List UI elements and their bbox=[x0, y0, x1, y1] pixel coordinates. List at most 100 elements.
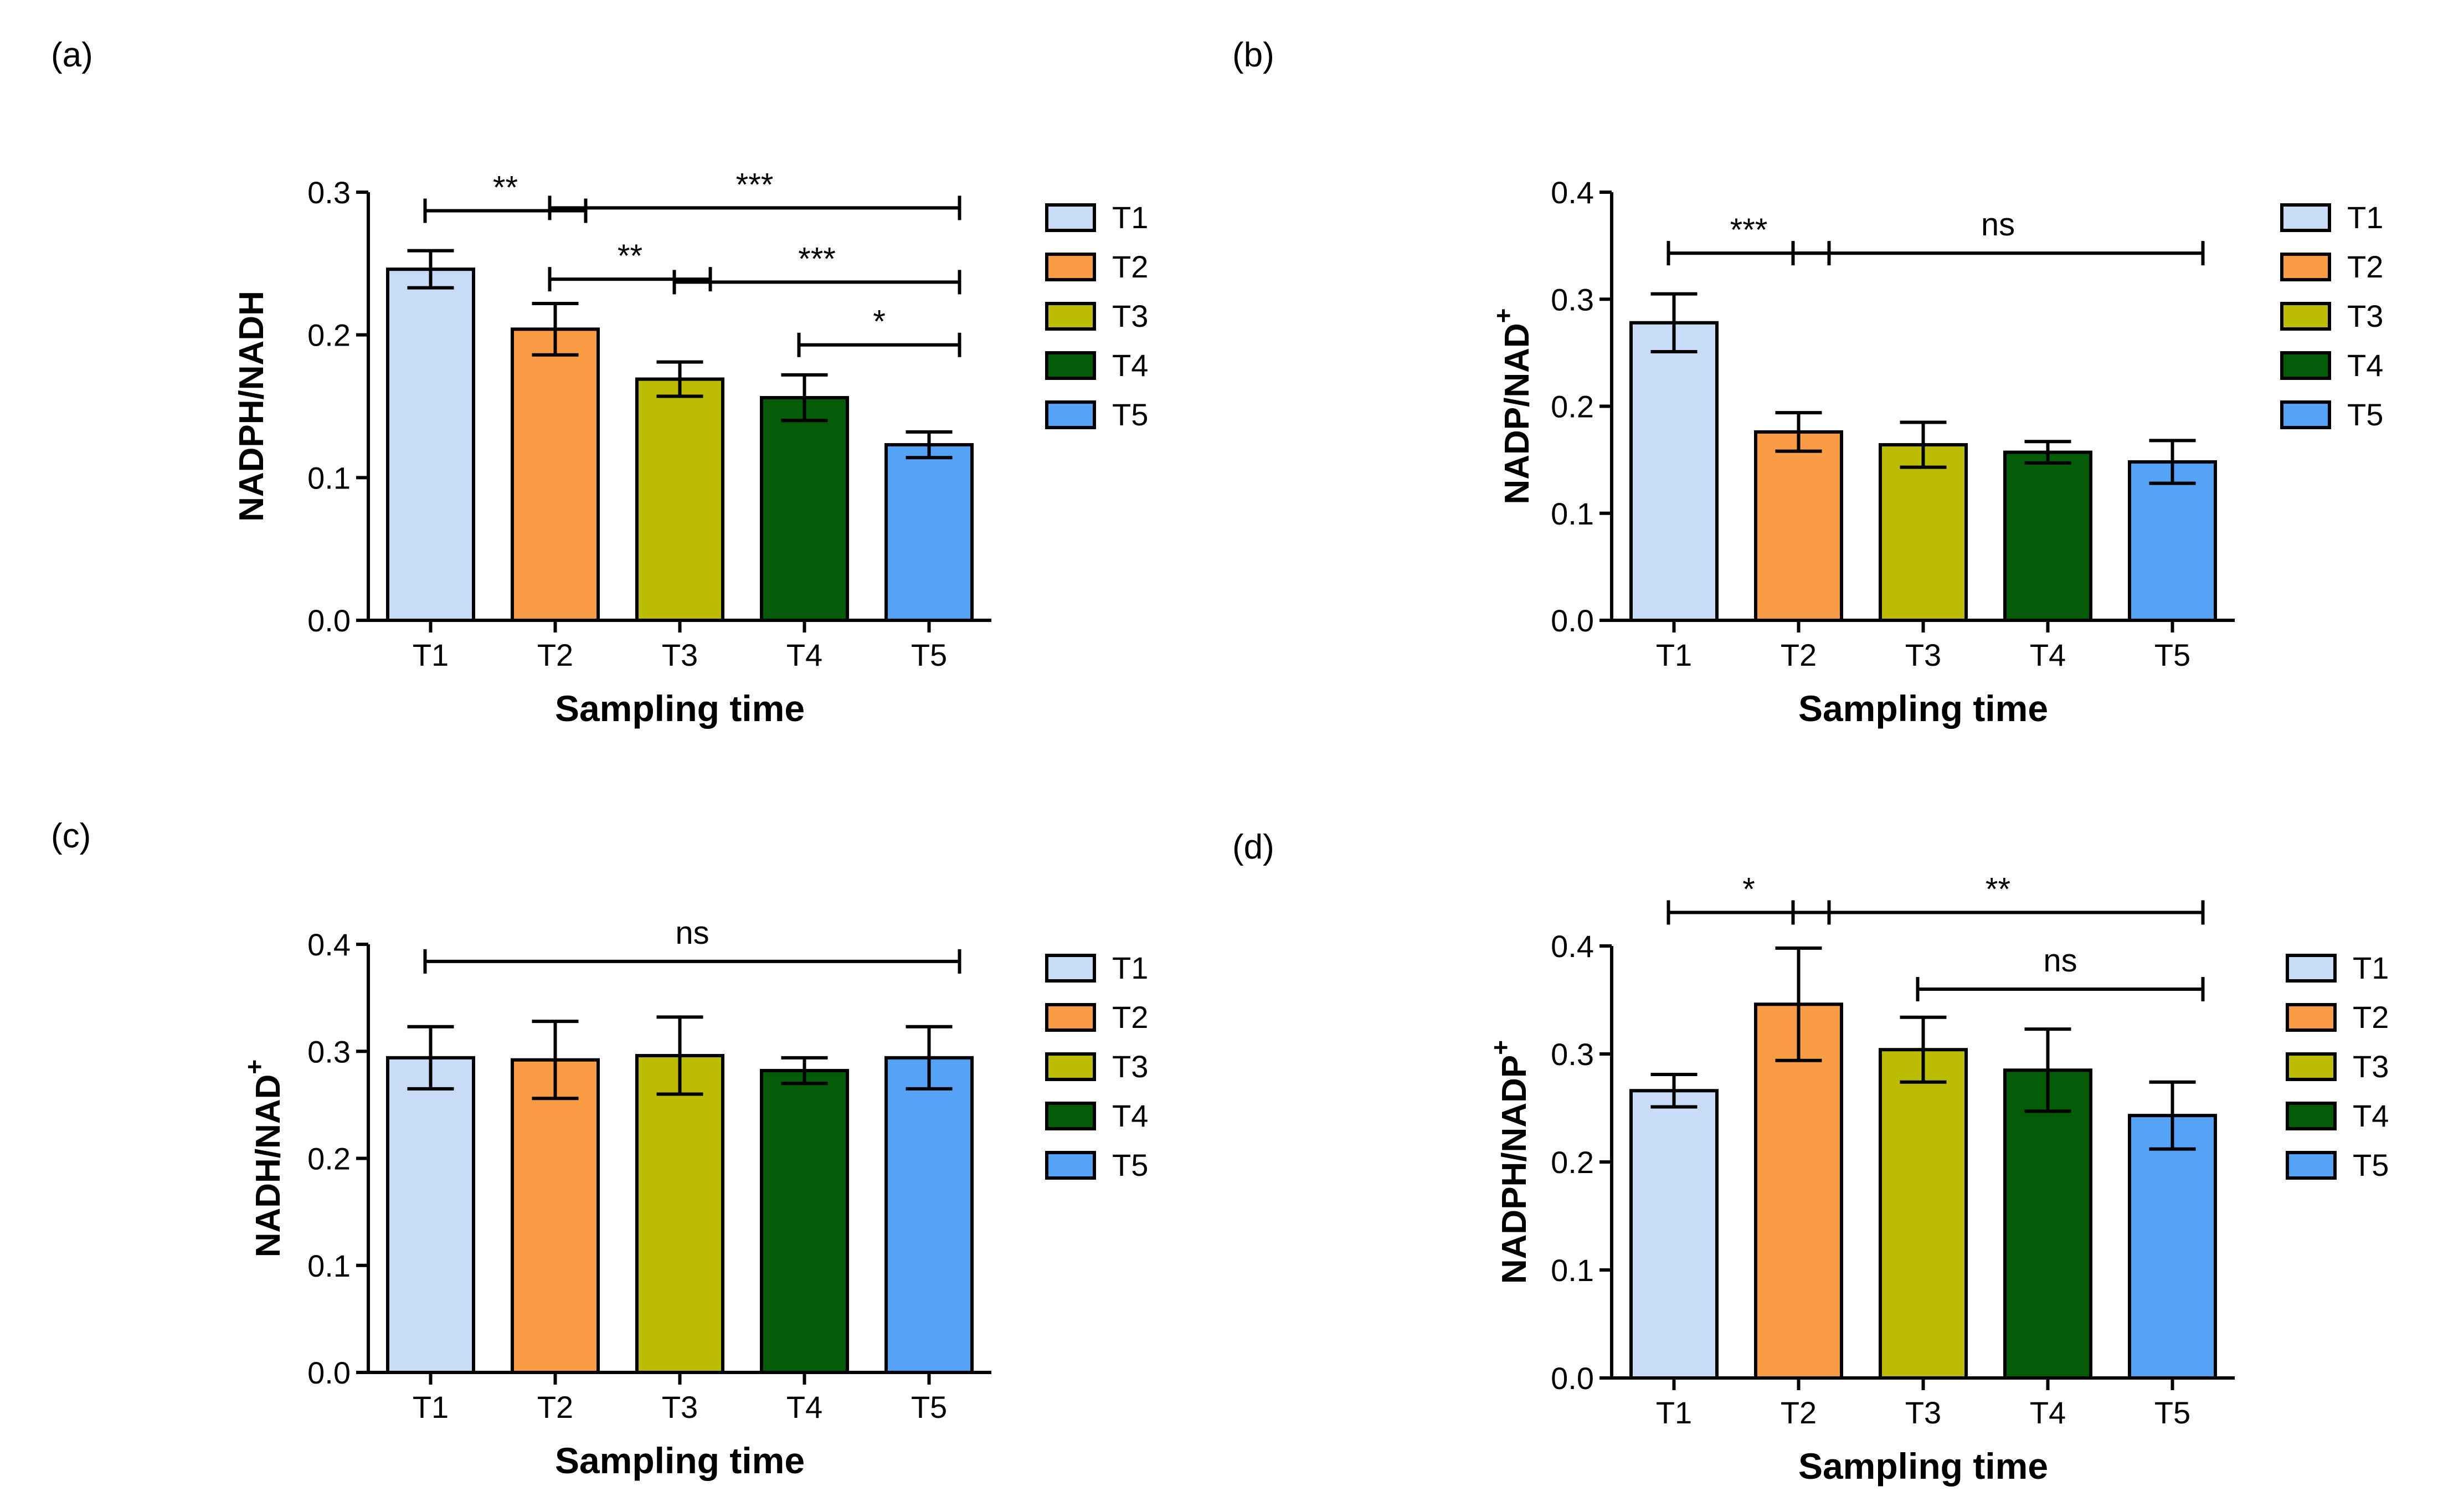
y-tick-label: 0.4 bbox=[1551, 929, 1594, 964]
significance-label: ** bbox=[618, 238, 642, 274]
y-tick-label: 0.3 bbox=[307, 175, 351, 210]
error-bar-t1 bbox=[407, 1025, 454, 1091]
x-tick-label: T4 bbox=[786, 1390, 822, 1424]
legend-swatch-t5 bbox=[2280, 400, 2331, 429]
y-tick-label: 0.2 bbox=[307, 318, 351, 353]
y-tick-label: 0.4 bbox=[307, 927, 351, 962]
bar-t5 bbox=[2128, 460, 2217, 622]
significance-bracket bbox=[548, 267, 712, 292]
panel-label: (b) bbox=[1232, 36, 1274, 74]
x-tick-label: T3 bbox=[1905, 1395, 1941, 1430]
x-axis-title: Sampling time bbox=[555, 688, 805, 729]
y-tick-label: 0.1 bbox=[307, 1248, 351, 1283]
error-bar-t2 bbox=[532, 301, 579, 357]
significance-bracket bbox=[1791, 241, 2205, 266]
bar-t5 bbox=[884, 1056, 974, 1374]
y-tick-label: 0.1 bbox=[307, 460, 351, 495]
error-bar-t4 bbox=[2024, 1027, 2071, 1113]
chart-panel-a: (a) 0.0 0.1 0.2 0.3 T1 T2 T3 T4 T5 Sampling time NA… bbox=[51, 36, 1148, 729]
x-axis-title: Sampling time bbox=[555, 1440, 805, 1481]
y-tick-label: 0.0 bbox=[307, 603, 351, 638]
error-bar-t2 bbox=[532, 1020, 579, 1100]
legend-swatch-t2 bbox=[2280, 253, 2331, 281]
error-bar-t2 bbox=[1775, 946, 1822, 1062]
x-tick-label: T3 bbox=[1905, 637, 1941, 672]
bar-t4 bbox=[2003, 450, 2092, 622]
significance-label: ** bbox=[1986, 872, 2010, 908]
legend-label-t1: T1 bbox=[2353, 950, 2389, 985]
significance-label: ns bbox=[1981, 207, 2015, 243]
x-tick-label: T1 bbox=[413, 637, 449, 672]
bar-t5 bbox=[2128, 1114, 2217, 1380]
y-axis-title: NADPH/NADH bbox=[233, 291, 271, 522]
legend-label-t5: T5 bbox=[2347, 397, 2383, 432]
significance-bracket bbox=[423, 198, 588, 223]
x-tick-label: T5 bbox=[911, 637, 947, 672]
x-tick-label: T5 bbox=[2154, 637, 2190, 672]
x-tick-label: T5 bbox=[911, 1390, 947, 1424]
legend-label-t2: T2 bbox=[1112, 249, 1148, 284]
significance-bracket bbox=[1916, 977, 2205, 1001]
significance-bracket bbox=[423, 949, 961, 974]
y-axis-title-superscript: + bbox=[1489, 308, 1518, 323]
legend-swatch-t1 bbox=[2280, 203, 2331, 232]
bar-t3 bbox=[1879, 443, 1968, 622]
significance-bracket bbox=[1791, 900, 2205, 925]
x-tick-label: T1 bbox=[413, 1390, 449, 1424]
significance-label: ns bbox=[675, 915, 709, 951]
error-bar-t5 bbox=[2149, 1080, 2196, 1151]
x-tick-label: T3 bbox=[662, 1390, 698, 1424]
bar-t1 bbox=[1629, 321, 1719, 622]
legend-swatch-t4 bbox=[1045, 351, 1096, 380]
error-bar-t3 bbox=[656, 360, 703, 398]
y-tick-label: 0.2 bbox=[1551, 1145, 1594, 1180]
legend-label-t4: T4 bbox=[1112, 348, 1148, 383]
legend-swatch-t3 bbox=[2286, 1052, 2337, 1081]
panel-label: (d) bbox=[1232, 828, 1274, 866]
error-bar-t4 bbox=[781, 1056, 828, 1086]
x-tick-label: T2 bbox=[1781, 637, 1817, 672]
chart-panel-d: (d) 0.0 0.1 0.2 0.3 0.4 T1 T2 T3 T4 T5 Sampling tim… bbox=[1232, 828, 2389, 1487]
legend-swatch-t4 bbox=[1045, 1102, 1096, 1130]
error-bar-t1 bbox=[407, 249, 454, 290]
error-bar-t3 bbox=[1900, 1015, 1947, 1084]
x-tick-label: T3 bbox=[662, 637, 698, 672]
y-tick-label: 0.3 bbox=[1551, 282, 1594, 317]
significance-label: * bbox=[873, 304, 886, 340]
error-bar-t4 bbox=[781, 373, 828, 423]
legend-label-t5: T5 bbox=[2353, 1148, 2389, 1182]
bar-t5 bbox=[884, 443, 974, 622]
significance-label: *** bbox=[1730, 212, 1768, 248]
significance-bracket bbox=[548, 196, 961, 220]
x-tick-label: T4 bbox=[2030, 637, 2066, 672]
y-tick-label: 0.2 bbox=[1551, 389, 1594, 424]
x-tick-label: T2 bbox=[1781, 1395, 1817, 1430]
significance-label: *** bbox=[798, 241, 836, 277]
bar-t2 bbox=[1754, 430, 1843, 622]
bar-t3 bbox=[635, 377, 724, 622]
x-axis-title: Sampling time bbox=[1798, 1446, 2048, 1487]
y-axis-title-main: NADPH/NADH bbox=[233, 291, 271, 522]
legend-swatch-t1 bbox=[1045, 203, 1096, 232]
y-tick-label: 0.1 bbox=[1551, 1253, 1594, 1288]
y-axis-title: NADP/NAD+ bbox=[1489, 308, 1536, 504]
x-tick-label: T4 bbox=[786, 637, 822, 672]
error-bar-t5 bbox=[906, 1025, 953, 1091]
error-bar-t5 bbox=[906, 430, 953, 460]
legend-label-t1: T1 bbox=[1112, 950, 1148, 985]
y-axis-title: NADPH/NADP+ bbox=[1486, 1040, 1534, 1284]
y-tick-label: 0.0 bbox=[1551, 603, 1594, 638]
chart-panel-c: (c) 0.0 0.1 0.2 0.3 0.4 T1 T2 T3 T4 T5 Sampling tim… bbox=[51, 817, 1148, 1481]
legend-label-t4: T4 bbox=[1112, 1098, 1148, 1133]
legend-swatch-t5 bbox=[1045, 1151, 1096, 1180]
error-bar-t2 bbox=[1775, 411, 1822, 453]
bar-t4 bbox=[760, 396, 849, 622]
legend-label-t3: T3 bbox=[2347, 299, 2383, 333]
legend-label-t3: T3 bbox=[1112, 299, 1148, 333]
legend-label-t3: T3 bbox=[1112, 1049, 1148, 1084]
legend-swatch-t4 bbox=[2280, 351, 2331, 380]
legend-swatch-t3 bbox=[1045, 302, 1096, 331]
x-tick-label: T1 bbox=[1656, 1395, 1692, 1430]
bar-t1 bbox=[386, 1056, 475, 1374]
